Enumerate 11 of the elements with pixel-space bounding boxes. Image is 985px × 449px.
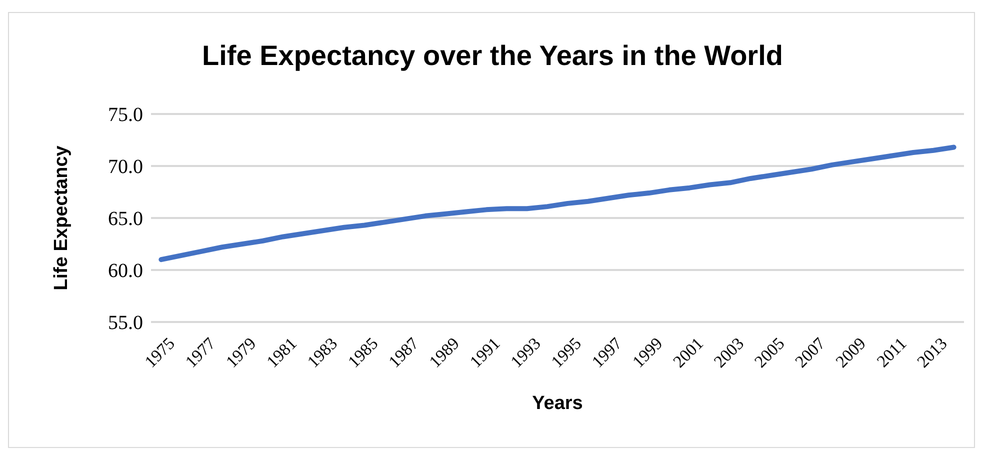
x-tick-label: 2011 [873, 334, 910, 371]
chart-title: Life Expectancy over the Years in the World [201, 40, 784, 72]
x-tick-label: 1981 [262, 334, 300, 372]
y-tick-label: 60.0 [108, 260, 143, 282]
y-axis-title: Life Expectancy [51, 146, 73, 290]
x-tick-label: 1991 [466, 334, 504, 372]
y-tick-label: 75.0 [108, 104, 143, 126]
x-axis-title: Years [531, 393, 584, 415]
y-tick-label: 55.0 [108, 312, 143, 334]
y-tick-label: 70.0 [108, 156, 143, 178]
y-tick-label: 65.0 [108, 208, 143, 230]
